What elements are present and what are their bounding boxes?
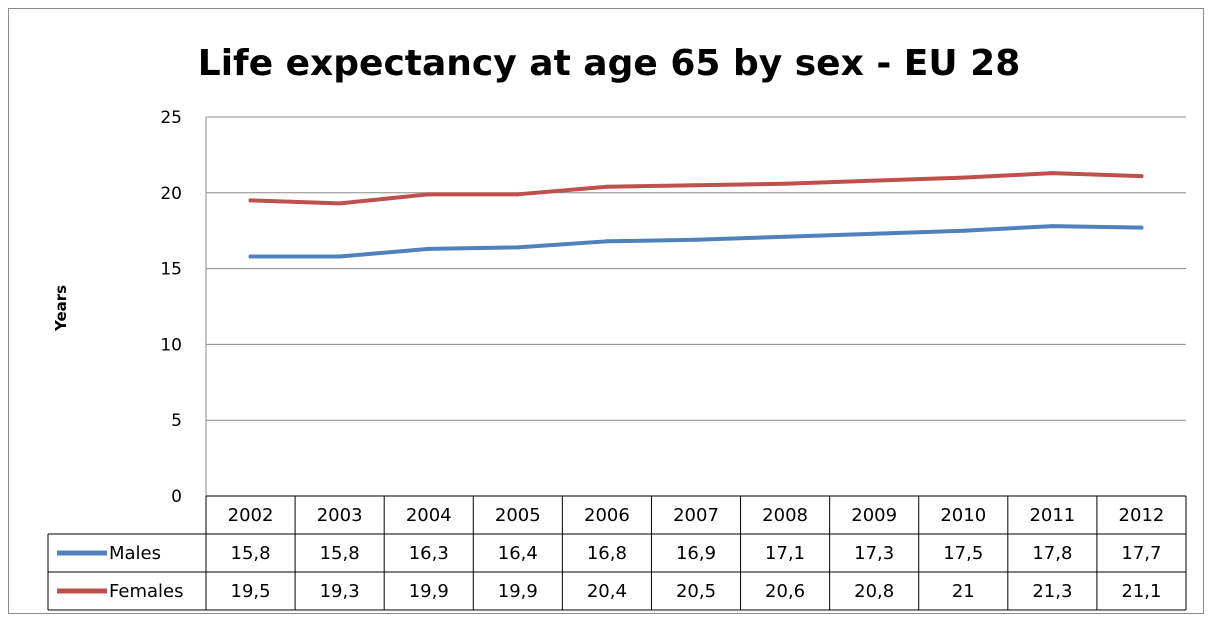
data-point	[604, 184, 609, 189]
data-cell: 19,9	[409, 581, 449, 602]
data-point	[426, 246, 431, 251]
category-label: 2009	[851, 505, 897, 526]
data-cell: 21,3	[1032, 581, 1072, 602]
y-tick-label: 5	[171, 411, 182, 431]
series-line-females	[248, 171, 1144, 206]
category-label: 2004	[406, 505, 452, 526]
data-point	[1139, 225, 1144, 230]
data-cell: 19,9	[498, 581, 538, 602]
chart-title: Life expectancy at age 65 by sex - EU 28	[198, 43, 1021, 84]
category-label: 2005	[495, 505, 541, 526]
category-label: 2007	[673, 505, 719, 526]
data-cell: 20,8	[854, 581, 894, 602]
data-cell: 17,1	[765, 543, 805, 564]
data-point	[694, 183, 698, 188]
category-label: 2012	[1119, 505, 1165, 526]
category-label: 2011	[1029, 505, 1075, 526]
gridlines	[205, 116, 1186, 496]
data-cell: 17,5	[943, 543, 983, 564]
data-cell: 16,3	[409, 543, 449, 564]
chart-frame	[8, 8, 1204, 614]
y-tick-label: 0	[171, 487, 182, 507]
data-cell: 21,1	[1121, 581, 1161, 602]
data-point	[872, 178, 877, 183]
data-cell: 21	[952, 581, 975, 602]
data-cell: 17,7	[1121, 543, 1161, 564]
category-label: 2008	[762, 505, 808, 526]
data-point	[694, 237, 698, 242]
y-tick-label: 15	[160, 260, 182, 280]
data-point	[515, 245, 520, 250]
data-cell: 15,8	[320, 543, 360, 564]
data-cell: 15,8	[231, 543, 271, 564]
category-label: 2010	[940, 505, 986, 526]
data-cell: 19,3	[320, 581, 360, 602]
data-point	[337, 254, 342, 259]
y-tick-label: 25	[160, 108, 182, 128]
data-point	[961, 228, 966, 233]
data-cell: 17,8	[1032, 543, 1072, 564]
category-label: 2003	[317, 505, 363, 526]
y-axis-label: Years	[52, 285, 70, 332]
y-tick-labels: 0 5 10 15 20 25	[160, 108, 182, 507]
data-cell: 16,4	[498, 543, 538, 564]
data-point	[872, 231, 877, 236]
data-point	[426, 192, 431, 197]
data-point	[248, 254, 253, 259]
data-point	[1139, 174, 1144, 179]
data-point	[1050, 224, 1055, 229]
data-point	[604, 239, 609, 244]
data-table: 2002 2003 2004 2005 2006 2007 2008 2009 2010 2011…	[47, 495, 1187, 611]
category-label: 2002	[228, 505, 274, 526]
y-tick-label: 10	[160, 335, 182, 355]
data-cell: 17,3	[854, 543, 894, 564]
data-point	[337, 201, 342, 206]
series-name: Females	[109, 581, 183, 602]
series-name: Males	[109, 543, 161, 564]
series-lines	[248, 171, 1144, 259]
data-point	[783, 234, 788, 239]
data-cell: 20,4	[587, 581, 627, 602]
data-point	[783, 181, 788, 186]
y-tick-label: 20	[160, 184, 182, 204]
category-label: 2006	[584, 505, 630, 526]
data-cell: 16,9	[676, 543, 716, 564]
data-point	[515, 192, 520, 197]
data-cell: 16,8	[587, 543, 627, 564]
data-cell: 20,5	[676, 581, 716, 602]
data-cell: 19,5	[231, 581, 271, 602]
data-point	[961, 175, 966, 180]
data-point	[248, 198, 253, 203]
data-point	[1050, 171, 1055, 176]
data-cell: 20,6	[765, 581, 805, 602]
